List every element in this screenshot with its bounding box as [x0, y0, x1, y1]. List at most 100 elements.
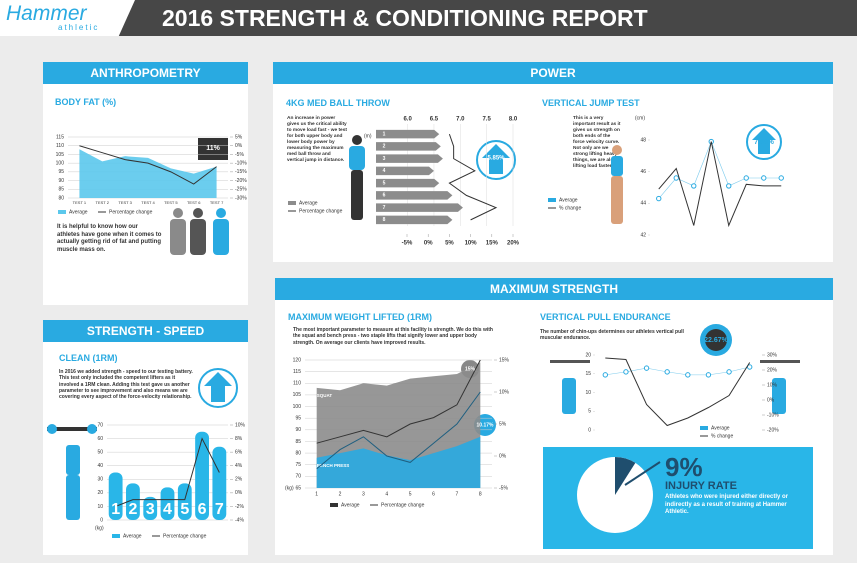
x2-tick-label: 10% — [465, 241, 478, 247]
dot — [643, 365, 650, 371]
x-tick-label: TEST 7 — [210, 200, 224, 205]
bar — [376, 203, 463, 212]
x-tick-label: TEST 4 — [141, 200, 155, 205]
y2-tick-label: -15% — [235, 169, 247, 175]
y-tick-label: 70 — [97, 422, 103, 428]
y2-tick-label: 0% — [235, 143, 243, 149]
y-tick-label: 75 — [295, 462, 301, 468]
y-tick-label: 95 — [58, 169, 64, 175]
y-tick-label: 10 — [585, 390, 591, 396]
section-title: POWER — [273, 62, 833, 84]
y2-tick-label: -30% — [235, 195, 247, 201]
series-label: SQUAT — [317, 393, 333, 398]
y-tick-label: 50 — [97, 449, 103, 455]
y-tick-label: 10 — [97, 504, 103, 510]
bar-label: 1 — [111, 501, 120, 518]
legend-swatch — [288, 201, 296, 205]
line — [316, 359, 481, 444]
legend-label: Percentage change — [109, 209, 153, 215]
x-tick-label: 7 — [456, 491, 459, 497]
dot — [746, 364, 753, 370]
bar-label: 2 — [128, 501, 137, 518]
y2-tick-label: 8% — [235, 436, 243, 442]
injury-note: Athletes who were injured either directl… — [665, 494, 789, 515]
bar — [376, 166, 434, 176]
row-label: 5 — [383, 180, 386, 186]
note: It is helpful to know how our athletes h… — [57, 224, 162, 253]
x-tick-label: TEST 2 — [96, 200, 110, 205]
chart-title: 4KG MED BALL THROW — [286, 98, 390, 108]
section-title: MAXIMUM STRENGTH — [275, 278, 833, 300]
bar — [177, 483, 192, 520]
y-tick-label: 42 — [640, 232, 646, 238]
area — [79, 149, 217, 198]
bar-label: 4 — [163, 501, 172, 518]
x-tick-label: 6.0 — [403, 117, 412, 123]
y2-tick-label: 0% — [235, 490, 243, 496]
y-tick-label: 80 — [58, 195, 64, 201]
legend-label: Percentage change — [299, 208, 343, 214]
y-tick-label: 100 — [56, 160, 65, 166]
unit: (kg) — [95, 525, 104, 531]
note: This is a very important result as it gi… — [573, 116, 621, 169]
x2-tick-label: 15% — [486, 241, 499, 247]
y-tick-label: 70 — [295, 474, 301, 480]
dot — [761, 175, 767, 181]
legend-label: Average — [341, 502, 360, 508]
y2-tick-label: -20% — [235, 178, 247, 184]
y-tick-label: 5 — [588, 409, 591, 415]
y2-tick-label: -25% — [235, 187, 247, 193]
section-title: STRENGTH - SPEED — [43, 320, 248, 342]
unit: (kg) — [285, 485, 294, 491]
y-tick-label: 20 — [585, 352, 591, 358]
section-title: ANTHROPOMETRY — [43, 62, 248, 84]
note: An increase in power gives us the critic… — [287, 116, 347, 163]
x-tick-label: 4 — [385, 491, 388, 497]
y-tick-label: 85 — [295, 439, 301, 445]
dot — [726, 369, 732, 375]
y-tick-label: 60 — [97, 436, 103, 442]
y-tick-label: 120 — [293, 357, 302, 363]
y2-tick-label: -5% — [235, 152, 244, 158]
legend-label: Average — [299, 200, 318, 206]
bar — [126, 483, 140, 520]
y2-tick-label: 10% — [767, 382, 778, 388]
y2-tick-label: 0% — [767, 397, 775, 403]
row-label: 4 — [383, 168, 386, 174]
y-tick-label: 40 — [97, 463, 103, 469]
note: The most important parameter to measure … — [293, 327, 493, 346]
legend-swatch — [330, 503, 338, 507]
note: In 2016 we added strength - speed to our… — [59, 369, 193, 400]
legend-label: % change — [711, 433, 733, 439]
x-tick-label: 3 — [362, 491, 365, 497]
legend-label: Percentage change — [381, 502, 425, 508]
legend-label: % change — [559, 205, 581, 211]
bar — [376, 142, 441, 151]
annotation: 7.56% — [754, 139, 775, 146]
x-tick-label: TEST 3 — [118, 200, 132, 205]
x-tick-label: TEST 5 — [164, 200, 178, 205]
y-tick-label: 46 — [640, 169, 646, 175]
y-tick-label: 30 — [97, 477, 103, 483]
x-tick-label: 6.5 — [430, 117, 439, 123]
y-tick-label: 90 — [58, 178, 64, 184]
dot — [691, 183, 697, 189]
bar — [195, 431, 209, 520]
x-tick-label: 6 — [432, 491, 435, 497]
y2-tick-label: 5% — [499, 421, 507, 427]
dot — [623, 369, 629, 375]
annotation: 22.67% — [704, 337, 729, 344]
row-label: 7 — [383, 205, 386, 211]
bar-label: 3 — [146, 501, 155, 518]
y-tick-label: 0 — [100, 517, 103, 523]
x-tick-label: 8.0 — [509, 117, 518, 123]
bar-label: 6 — [198, 501, 207, 518]
row-label: 8 — [383, 217, 386, 223]
y2-tick-label: -4% — [235, 517, 244, 523]
annotation: 5.85% — [487, 156, 505, 162]
injury-value: 9% — [665, 452, 703, 482]
note: The number of chin-ups determines our at… — [540, 329, 684, 342]
y2-tick-label: 5% — [235, 134, 243, 140]
y-tick-label: 0 — [588, 427, 591, 433]
